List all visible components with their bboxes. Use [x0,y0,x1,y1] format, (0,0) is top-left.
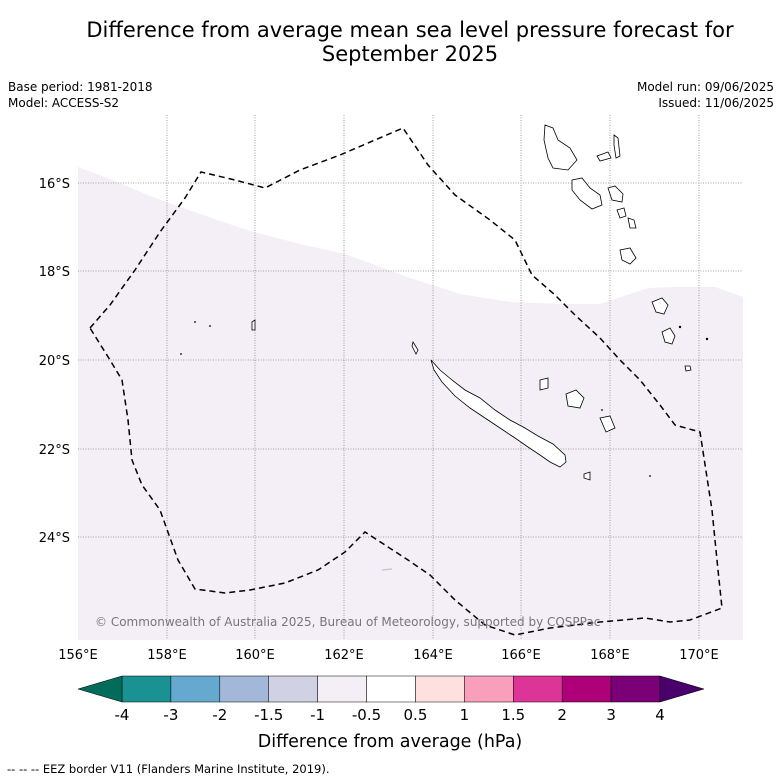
lon-label-170e: 170°E [679,648,719,663]
lat-label-24s: 24°S [39,531,70,546]
colorbar-tick-label: 1.5 [501,706,525,724]
map-panel: © Commonwealth of Australia 2025, Bureau… [78,115,743,640]
colorbar-tick-label: 0.5 [404,706,428,724]
efate-island [619,247,637,265]
map-title: Difference from average mean sea level p… [40,18,780,66]
chesterfield-islets [251,319,256,331]
islet-b [209,325,211,327]
lat-axis: 16°S 18°S 20°S 22°S 24°S [39,177,70,546]
islet-a [194,321,196,323]
malekula-island [571,177,603,210]
ouvea-island [539,377,549,391]
islet-f [649,475,651,477]
colorbar-tick-label: 3 [606,706,616,724]
isle-of-pines [583,471,591,481]
lon-label-164e: 164°E [413,648,453,663]
colorbar-segment [219,675,269,703]
colorbar-segment [513,675,563,703]
ambrym-island [607,185,624,203]
lon-label-162e: 162°E [324,648,364,663]
colorbar-segment [415,675,465,703]
copyright-text: © Commonwealth of Australia 2025, Bureau… [95,615,600,629]
meta-right: Model run: 09/06/2025 Issued: 11/06/2025 [637,79,774,111]
issued-date: Issued: 11/06/2025 [658,96,774,110]
tanna-island [661,327,676,345]
title-line-2: September 2025 [321,42,499,66]
colorbar-segment [464,675,514,703]
maewo-island [613,134,621,159]
aneityum-island [684,365,692,372]
shepherd-islands [627,217,637,229]
colorbar-under-arrow [77,675,123,703]
lon-label-156e: 156°E [58,648,98,663]
lon-axis: 156°E 158°E 160°E 162°E 164°E 166°E 168°… [58,648,719,663]
colorbar-tick-label: -1 [310,706,325,724]
mare-island [599,415,616,433]
colorbar-tick-label: -1.5 [254,706,283,724]
vanuatu-islands [543,124,692,372]
lon-label-160e: 160°E [235,648,275,663]
colorbar-segments [121,675,661,703]
model-name: Model: ACCESS-S2 [8,96,120,110]
islet-c [180,353,182,355]
colorbar-tick-label: -3 [163,706,178,724]
base-period: Base period: 1981-2018 [8,80,153,94]
lat-label-22s: 22°S [39,443,70,458]
new-caledonia-island [430,359,567,468]
lat-label-16s: 16°S [39,177,70,192]
colorbar-ticks: -4 -3 -2 -1.5 -1 -0.5 0.5 1 1.5 2 3 4 [115,706,665,724]
colorbar-segment [121,675,172,703]
lon-label-168e: 168°E [590,648,630,663]
colorbar-segment [366,675,416,703]
colorbar-tick-label: -0.5 [352,706,381,724]
colorbar-segment [170,675,221,703]
colorbar-tick-label: 4 [655,706,665,724]
colorbar-segment [561,675,612,703]
islet-d [678,325,682,329]
small-islets [180,321,709,477]
colorbar-segment [317,675,367,703]
lifou-island [565,389,585,409]
eez-footnote: -- -- -- EEZ border V11 (Flanders Marine… [7,762,330,776]
lat-label-18s: 18°S [39,265,70,280]
eez-border [89,127,723,636]
epi-island [616,207,627,219]
colorbar-segment [268,675,318,703]
model-run: Model run: 09/06/2025 [636,80,774,94]
colorbar-tick-label: 2 [557,706,567,724]
espiritu-santo-island [543,124,578,171]
islet-g [601,409,603,411]
lon-label-158e: 158°E [147,648,187,663]
colorbar-tick-label: 1 [460,706,470,724]
reef-mark [381,568,393,571]
colorbar-over-arrow [659,675,705,703]
colorbar-tick-label: -4 [115,706,130,724]
islet-e [705,337,709,341]
colorbar-segment [610,675,661,703]
title-line-1: Difference from average mean sea level p… [86,18,734,42]
colorbar: -4 -3 -2 -1.5 -1 -0.5 0.5 1 1.5 2 3 4 Difference fr… [77,675,705,752]
lat-label-20s: 20°S [39,354,70,369]
meta-left: Base period: 1981-2018 Model: ACCESS-S2 [8,79,153,111]
belep-islands [411,340,419,355]
lon-label-166e: 166°E [501,648,541,663]
colorbar-tick-label: -2 [212,706,227,724]
colorbar-title: Difference from average (hPa) [258,732,523,752]
anomaly-shading [78,167,743,640]
erromango-island [651,297,669,315]
ambae-island [596,151,612,162]
